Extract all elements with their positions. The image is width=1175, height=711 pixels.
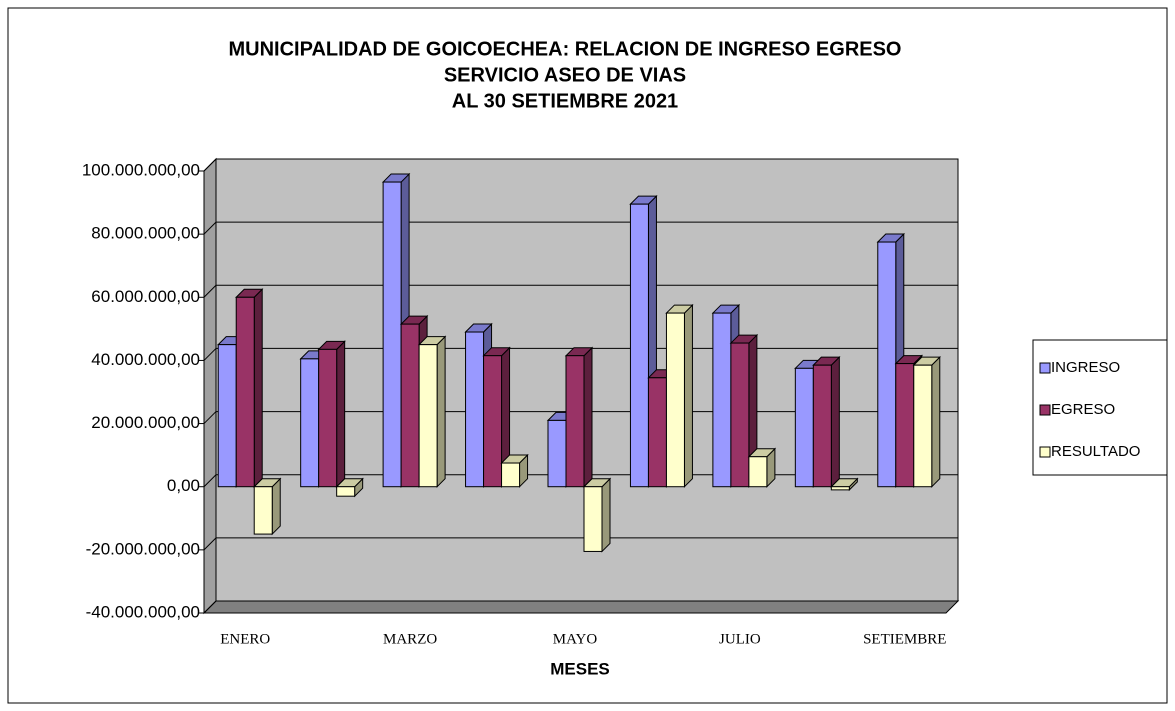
x-tick-label: ENERO	[220, 631, 270, 647]
bar	[665, 312, 685, 488]
grid-line-depth	[203, 284, 217, 298]
y-tick-label: 20.000.000,00	[91, 413, 200, 432]
bar	[629, 203, 649, 488]
bar	[748, 456, 768, 488]
bar-side	[583, 346, 593, 488]
grid-line-depth	[203, 348, 217, 361]
bar-side	[931, 355, 941, 488]
bar	[318, 348, 338, 488]
bar-side	[683, 303, 693, 488]
grid-line-depth	[203, 411, 217, 424]
y-tick-label: -40.000.000,00	[86, 602, 200, 621]
x-tick-label: MAYO	[553, 631, 598, 647]
bar	[336, 486, 356, 497]
legend-swatch	[1039, 362, 1051, 374]
bar-side	[436, 335, 446, 488]
grid-line-depth	[203, 537, 217, 551]
legend-label: INGRESO	[1051, 359, 1120, 376]
chart-title: AL 30 SETIEMBRE 2021	[452, 90, 678, 112]
y-tick-label: 80.000.000,00	[91, 224, 200, 243]
x-tick-label: JULIO	[719, 631, 761, 647]
bar	[300, 358, 320, 488]
bar	[382, 181, 402, 488]
chart-title: MUNICIPALIDAD DE GOICOECHEA: RELACION DE…	[228, 38, 901, 60]
bar	[794, 367, 814, 488]
x-tick-label: MARZO	[383, 631, 437, 647]
bar	[812, 364, 832, 488]
legend-box	[1032, 339, 1168, 476]
bar	[565, 355, 585, 488]
chart-title: SERVICIO ASEO DE VIAS	[444, 64, 686, 86]
bar-side	[830, 355, 840, 488]
grid-line-depth	[203, 600, 217, 614]
bar	[400, 323, 420, 488]
bar	[253, 486, 273, 535]
bar	[483, 355, 503, 488]
bar	[465, 331, 485, 488]
floor	[202, 600, 960, 614]
x-axis-label: MESES	[550, 659, 610, 678]
bar	[547, 419, 567, 488]
bar	[583, 486, 603, 552]
bar	[217, 344, 237, 488]
bar	[830, 486, 850, 491]
bar	[418, 344, 438, 488]
bar-side	[336, 340, 346, 488]
legend-label: RESULTADO	[1051, 443, 1140, 460]
y-tick-label: -20.000.000,00	[86, 539, 200, 558]
bar-side	[601, 477, 611, 553]
legend-swatch	[1039, 404, 1051, 416]
bar	[712, 312, 732, 488]
grid-line-depth	[203, 474, 217, 488]
bar	[913, 364, 933, 488]
bar	[235, 296, 255, 488]
y-tick-label: 100.000.000,00	[82, 160, 200, 179]
bar	[647, 377, 667, 488]
bar	[730, 342, 750, 488]
y-tick-label: 0,00	[167, 476, 200, 495]
grid-line-depth	[203, 158, 217, 172]
bar	[877, 241, 897, 488]
side-wall	[203, 157, 217, 615]
bar	[895, 363, 915, 488]
x-tick-label: SETIEMBRE	[863, 631, 946, 647]
bar	[501, 462, 521, 488]
legend-swatch	[1039, 446, 1051, 458]
grid-line-depth	[203, 221, 217, 235]
bar-side	[271, 477, 281, 536]
bar-side	[253, 288, 263, 488]
legend-label: EGRESO	[1051, 401, 1115, 418]
y-tick-label: 60.000.000,00	[91, 287, 200, 306]
y-tick-label: 40.000.000,00	[91, 350, 200, 369]
